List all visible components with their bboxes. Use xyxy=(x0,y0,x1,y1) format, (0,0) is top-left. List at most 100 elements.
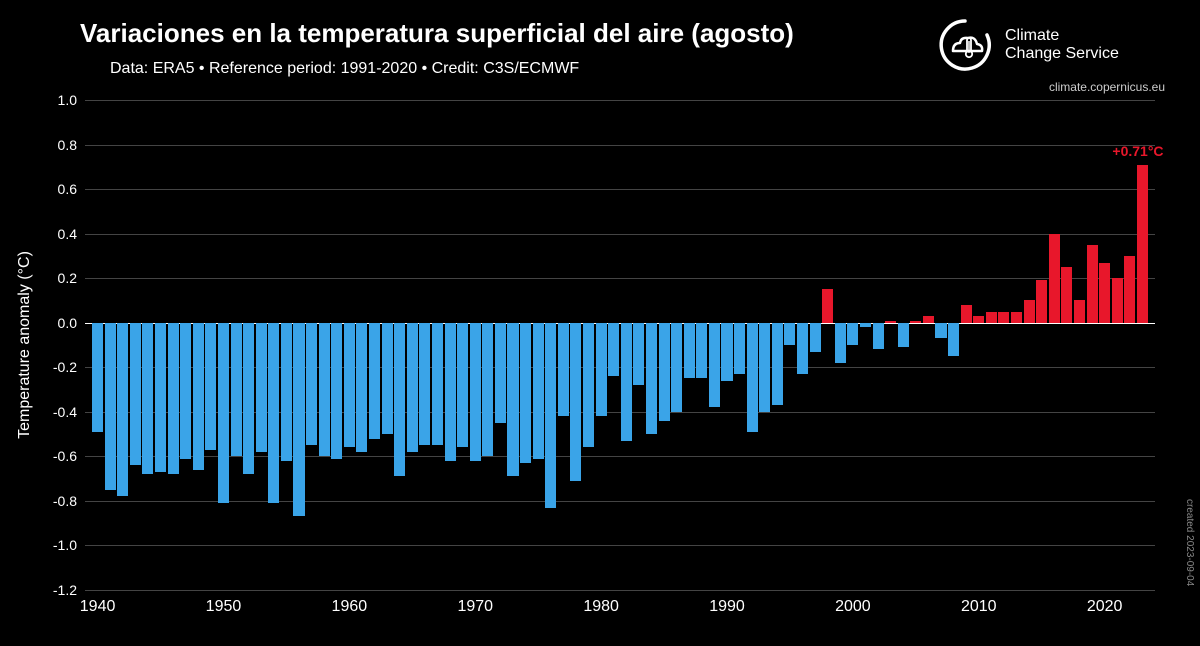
bar xyxy=(910,321,921,323)
bar xyxy=(633,323,644,385)
bar xyxy=(281,323,292,461)
bar xyxy=(1011,312,1022,323)
logo: Climate Change Service xyxy=(935,10,1165,80)
logo-text: Climate Change Service xyxy=(1005,27,1119,64)
bar xyxy=(784,323,795,345)
bar xyxy=(696,323,707,379)
gridline xyxy=(85,189,1155,190)
bar xyxy=(596,323,607,417)
bar xyxy=(394,323,405,477)
bar xyxy=(432,323,443,446)
bar xyxy=(1099,263,1110,323)
bar xyxy=(608,323,619,376)
logo-line2: Change Service xyxy=(1005,45,1119,63)
bar xyxy=(1087,245,1098,323)
bar xyxy=(407,323,418,452)
bar xyxy=(961,305,972,323)
bar xyxy=(507,323,518,477)
bar xyxy=(218,323,229,503)
plot-inner: -1.2-1.0-0.8-0.6-0.4-0.20.00.20.40.60.81… xyxy=(85,100,1155,590)
y-tick-label: 0.6 xyxy=(27,181,77,197)
bar xyxy=(117,323,128,497)
bar xyxy=(709,323,720,408)
bar xyxy=(445,323,456,461)
x-tick-label: 2010 xyxy=(961,598,997,616)
bar xyxy=(948,323,959,356)
bar xyxy=(873,323,884,350)
bar xyxy=(520,323,531,463)
y-tick-label: 0.2 xyxy=(27,270,77,286)
x-tick-label: 1960 xyxy=(332,598,368,616)
bar xyxy=(130,323,141,466)
x-tick-label: 1970 xyxy=(457,598,493,616)
bar xyxy=(1024,300,1035,322)
gridline xyxy=(85,545,1155,546)
x-tick-label: 2000 xyxy=(835,598,871,616)
bar xyxy=(973,316,984,323)
bar xyxy=(205,323,216,450)
y-tick-label: -1.0 xyxy=(27,537,77,553)
y-tick-label: 0.4 xyxy=(27,226,77,242)
bar xyxy=(142,323,153,474)
y-tick-label: -0.8 xyxy=(27,493,77,509)
bar xyxy=(558,323,569,417)
x-tick-label: 1980 xyxy=(583,598,619,616)
bar xyxy=(243,323,254,474)
chart-title: Variaciones en la temperatura superficia… xyxy=(80,18,794,49)
climate-service-icon xyxy=(935,15,995,75)
gridline xyxy=(85,278,1155,279)
logo-line1: Climate xyxy=(1005,27,1119,45)
bar xyxy=(369,323,380,439)
bar xyxy=(583,323,594,448)
bar xyxy=(331,323,342,459)
bar xyxy=(734,323,745,374)
bar xyxy=(998,312,1009,323)
bar xyxy=(457,323,468,448)
bar xyxy=(231,323,242,457)
bar xyxy=(256,323,267,452)
bar xyxy=(759,323,770,412)
bar xyxy=(545,323,556,508)
bar xyxy=(168,323,179,474)
logo-url: climate.copernicus.eu xyxy=(1049,80,1165,94)
bar xyxy=(533,323,544,459)
bar xyxy=(1112,278,1123,323)
x-tick-label: 1940 xyxy=(80,598,116,616)
y-tick-label: 0.0 xyxy=(27,315,77,331)
bar xyxy=(495,323,506,423)
bar xyxy=(772,323,783,405)
bar xyxy=(1074,300,1085,322)
bar xyxy=(1036,280,1047,322)
bar xyxy=(810,323,821,352)
bar xyxy=(356,323,367,452)
bar xyxy=(671,323,682,412)
gridline xyxy=(85,145,1155,146)
gridline xyxy=(85,590,1155,591)
bar xyxy=(193,323,204,470)
y-tick-label: -0.6 xyxy=(27,448,77,464)
bar xyxy=(180,323,191,459)
y-tick-label: 0.8 xyxy=(27,137,77,153)
bar xyxy=(319,323,330,457)
bar xyxy=(1124,256,1135,323)
bar xyxy=(382,323,393,434)
bar xyxy=(935,323,946,339)
bar xyxy=(847,323,858,345)
bar xyxy=(293,323,304,517)
x-tick-label: 1950 xyxy=(206,598,242,616)
bar xyxy=(344,323,355,448)
gridline xyxy=(85,501,1155,502)
bar xyxy=(659,323,670,421)
y-tick-label: -1.2 xyxy=(27,582,77,598)
bar xyxy=(155,323,166,472)
bar xyxy=(822,289,833,322)
peak-annotation: +0.71°C xyxy=(1112,143,1163,159)
bar xyxy=(1061,267,1072,323)
bar xyxy=(570,323,581,481)
chart-subtitle: Data: ERA5 • Reference period: 1991-2020… xyxy=(110,60,579,78)
bar xyxy=(923,316,934,323)
bar xyxy=(1049,234,1060,323)
bar xyxy=(986,312,997,323)
bar xyxy=(419,323,430,446)
chart-plot-area: Temperature anomaly (°C) -1.2-1.0-0.8-0.… xyxy=(85,100,1155,590)
